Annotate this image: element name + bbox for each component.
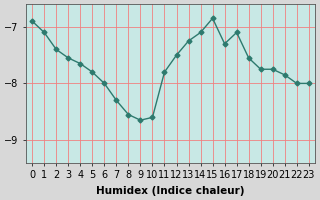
X-axis label: Humidex (Indice chaleur): Humidex (Indice chaleur) xyxy=(96,186,245,196)
